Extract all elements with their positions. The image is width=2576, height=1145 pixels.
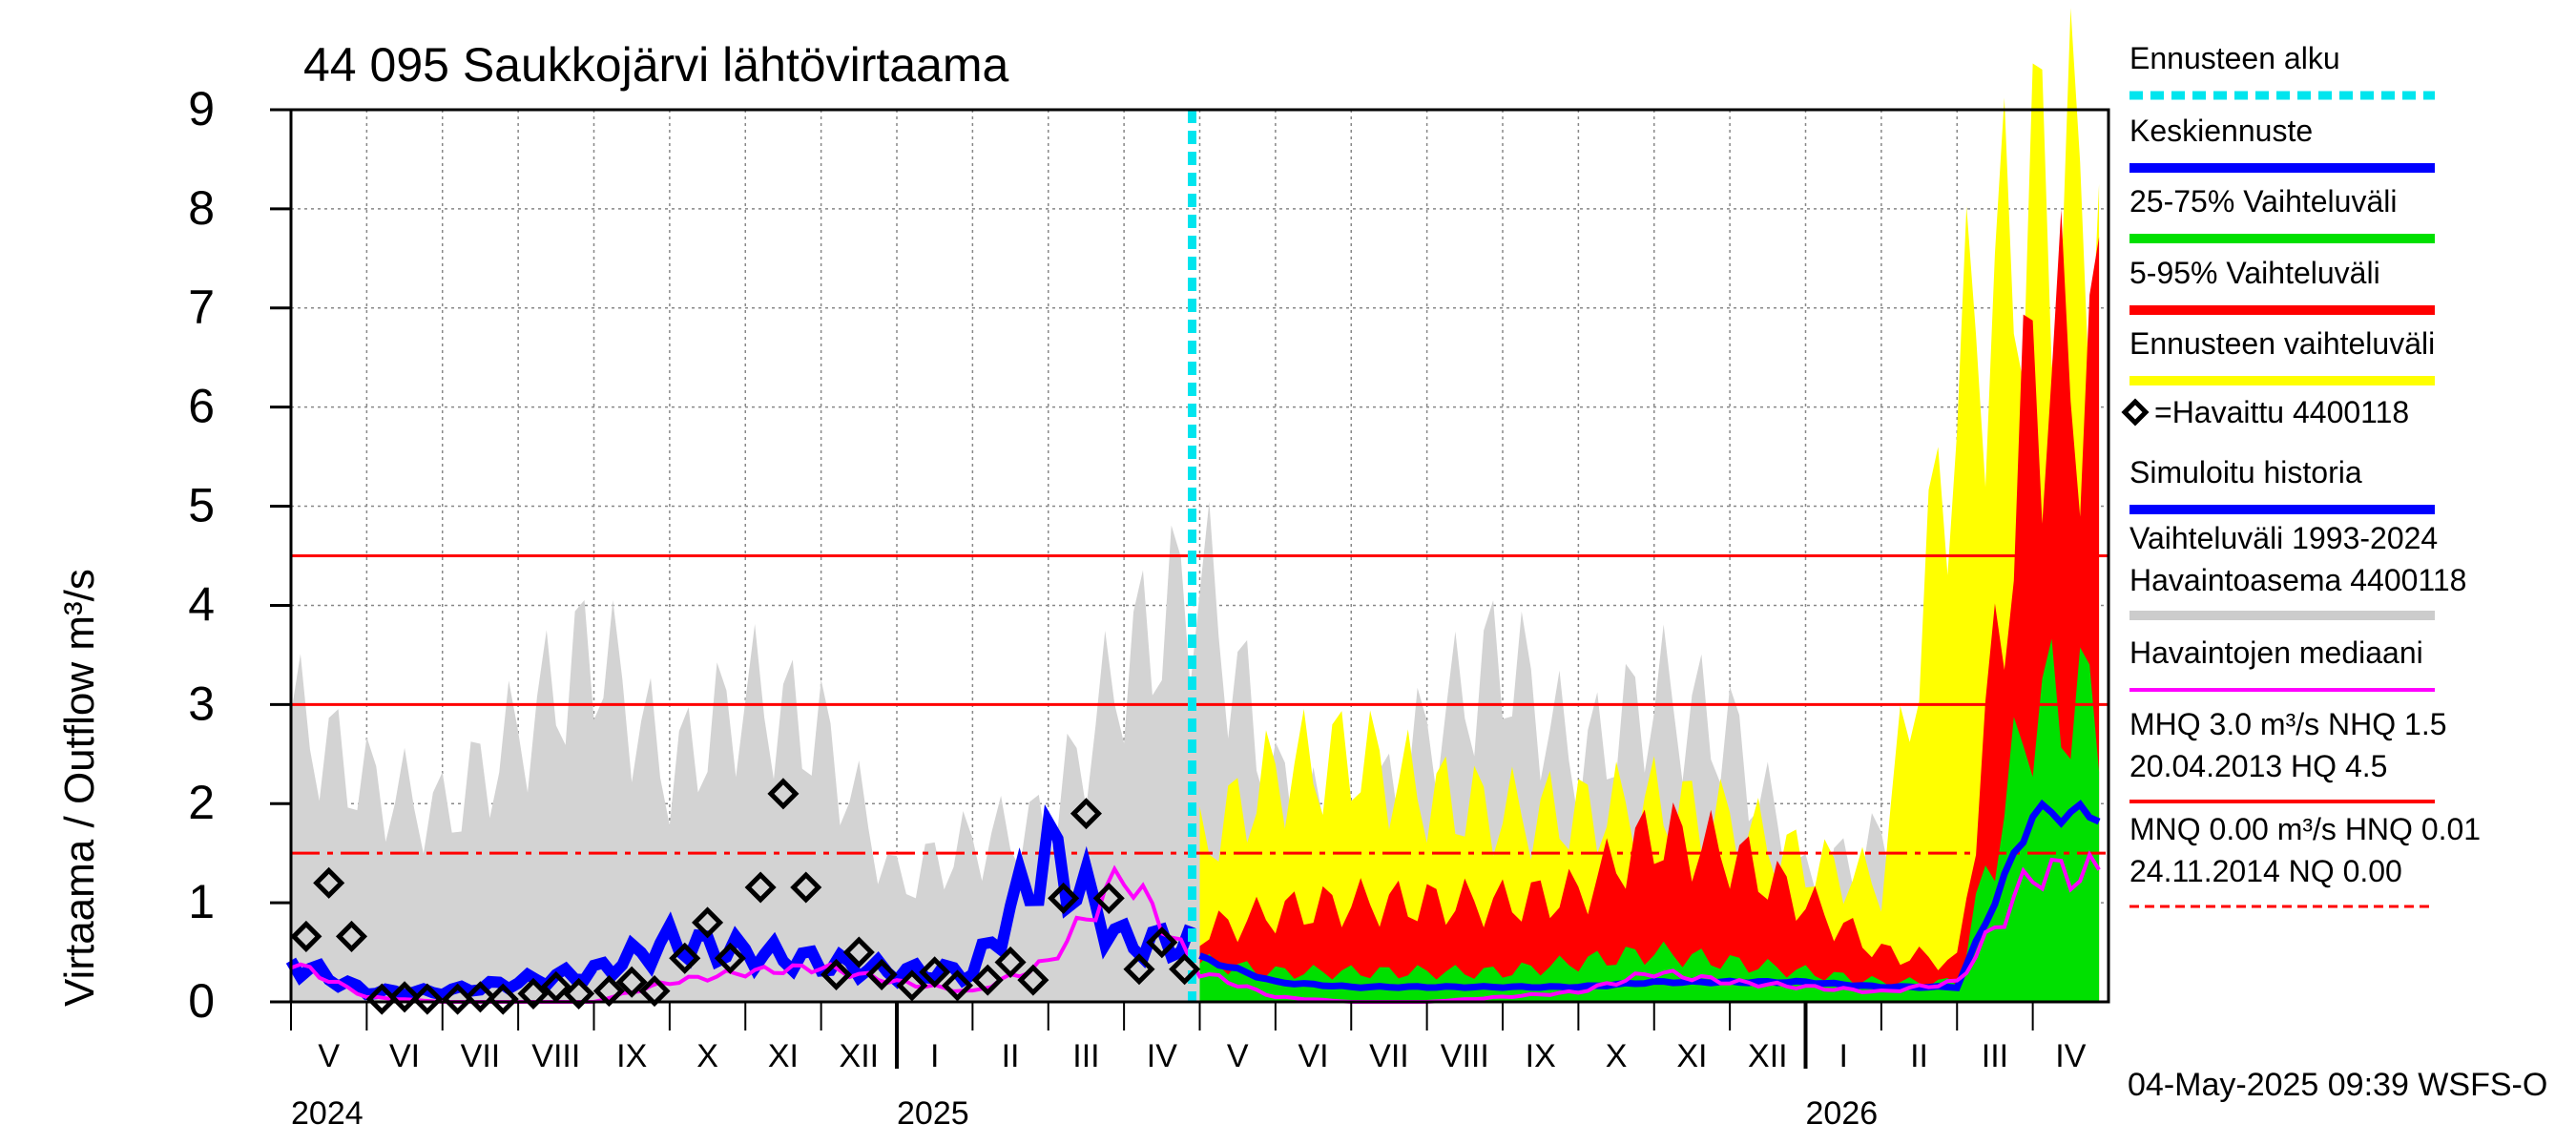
legend-swatch [2121,398,2150,427]
legend-label: MNQ 0.00 m³/s HNQ 0.01 [2129,812,2481,846]
legend-label: MHQ 3.0 m³/s NHQ 1.5 [2129,707,2447,741]
observed-point [517,977,550,1010]
y-tick-label: 3 [188,677,215,730]
observed-point [941,969,974,1002]
x-month-label: V [318,1038,340,1074]
legend-label: Havaintojen mediaani [2129,635,2423,670]
x-month-label: XII [840,1038,880,1074]
observed-point [563,977,595,1010]
observed-point [669,942,701,974]
observed-point [592,975,625,1008]
y-tick-label: 5 [188,479,215,532]
x-ticks: V VI VII VIII IX X XI XII I II III IV V VI VII VIII IX X X… [290,1002,2087,1132]
observed-point [1017,964,1049,996]
observed-point [442,983,474,1015]
x-month-label: XI [1676,1038,1707,1074]
x-month-label: VII [1369,1038,1409,1074]
y-tick-label: 7 [188,281,215,334]
legend-label-2: 20.04.2013 HQ 4.5 [2129,749,2387,783]
observed-point [540,970,572,1003]
legend-label: Ennusteen vaihteluväli [2129,326,2435,361]
y-tick-label: 9 [188,82,215,135]
y-axis-label: Virtaama / Outflow m³/s [56,569,103,1007]
observed-point [1092,882,1125,914]
observed-point [365,983,398,1015]
y-ticks: 0 1 2 3 4 5 6 7 8 9 [188,82,291,1028]
legend-label: Ennusteen alku [2129,41,2340,75]
observed-point [290,920,322,952]
x-month-label: VII [461,1038,501,1074]
x-month-label: X [696,1038,718,1074]
observed-point [919,956,951,989]
y-tick-label: 4 [188,577,215,631]
observed-point [313,866,345,899]
x-month-label: XI [768,1038,799,1074]
legend-label-2: Havaintoasema 4400118 [2129,563,2466,597]
legend-label: Keskiennuste [2129,114,2313,148]
observed-point [692,906,724,939]
observed-point [411,983,444,1015]
observed-point [842,936,875,968]
x-month-label: VI [1298,1038,1329,1074]
legend: Ennusteen alku Keskiennuste 25-75% Vaihtel… [2121,41,2481,908]
observed-point [464,981,496,1013]
x-month-label: VIII [1441,1038,1489,1074]
observed-point [1123,953,1155,986]
x-year-label: 2024 [291,1095,364,1132]
x-month-label: X [1606,1038,1628,1074]
observed-point [487,983,519,1015]
observed-markers [290,778,1201,1015]
x-month-label: I [930,1038,939,1074]
x-month-label: IX [1526,1038,1556,1074]
legend-label: 5-95% Vaihteluväli [2129,256,2380,290]
x-month-label: III [1072,1038,1099,1074]
observed-point [744,871,777,904]
observed-point [1169,953,1201,986]
observed-point [790,871,822,904]
y-tick-label: 0 [188,974,215,1028]
observed-point [638,975,671,1008]
x-month-label: I [1839,1038,1847,1074]
y-tick-label: 6 [188,380,215,433]
observed-point [971,964,1004,996]
line-keskiennuste [1198,799,2101,991]
observed-point [388,981,421,1013]
observed-point [767,778,800,810]
x-month-label: XII [1748,1038,1788,1074]
observed-point [820,958,853,990]
legend-label: 25-75% Vaihteluväli [2129,184,2397,219]
x-month-label: VI [389,1038,420,1074]
observed-point [1070,798,1102,830]
observed-point [896,969,928,1002]
legend-label-2: 24.11.2014 NQ 0.00 [2129,854,2402,888]
x-month-label: II [1910,1038,1928,1074]
legend-label: =Havaittu 4400118 [2154,395,2409,429]
x-month-label: II [1002,1038,1020,1074]
observed-point [335,920,368,952]
observed-point [1048,882,1080,914]
observed-point [714,942,746,974]
legend-label: Vaihteluväli 1993-2024 [2129,521,2438,555]
y-tick-label: 8 [188,181,215,235]
line-simulated-history [285,803,1196,1002]
chart-title: 44 095 Saukkojärvi lähtövirtaama [303,38,1008,92]
x-month-label: IX [616,1038,647,1074]
observed-point [994,946,1027,978]
x-month-label: VIII [531,1038,580,1074]
observed-point [1146,926,1178,959]
x-year-label: 2026 [1806,1095,1879,1132]
x-month-label: III [1982,1038,2008,1074]
footer-timestamp: 04-May-2025 09:39 WSFS-O [2128,1067,2547,1103]
x-month-label: V [1227,1038,1249,1074]
observed-point [615,966,648,998]
x-month-label: IV [1147,1038,1177,1074]
y-tick-label: 1 [188,875,215,928]
x-year-label: 2025 [897,1095,969,1132]
x-month-label: IV [2055,1038,2086,1074]
y-tick-label: 2 [188,776,215,829]
legend-label: Simuloitu historia [2129,455,2362,489]
observed-point [865,958,898,990]
area-25-75 [1199,638,2100,1002]
